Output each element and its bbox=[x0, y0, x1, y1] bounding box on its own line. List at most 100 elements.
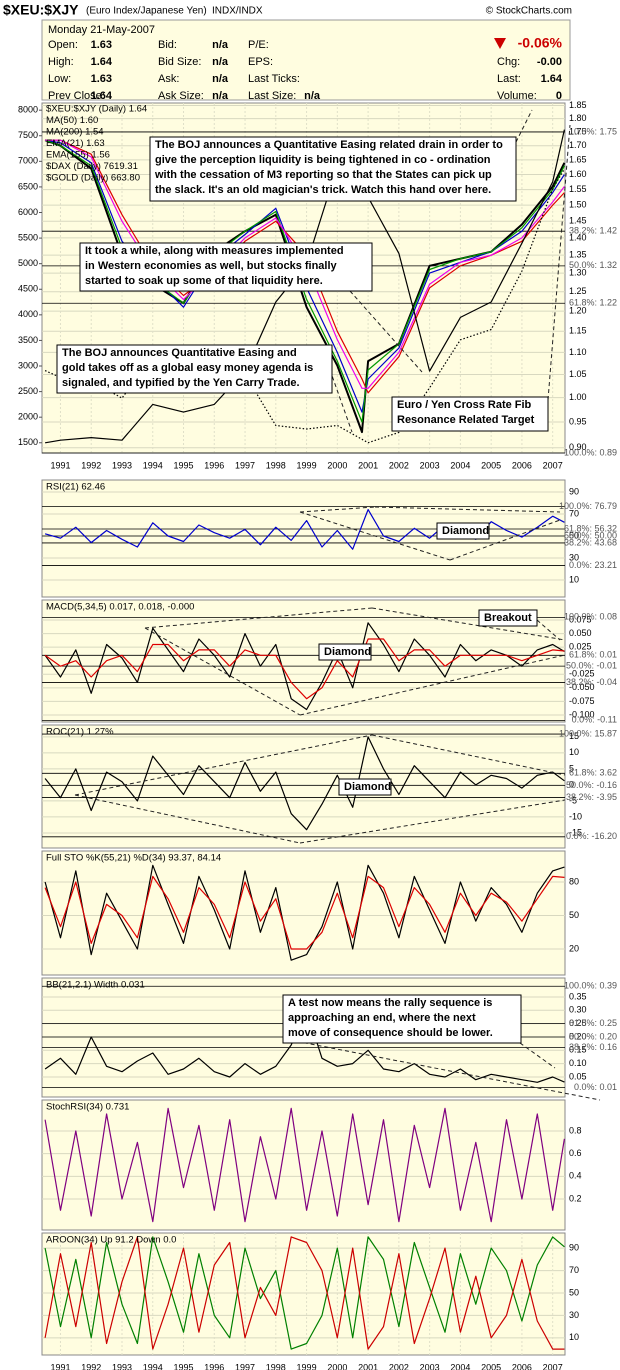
annotation-box bbox=[79, 242, 373, 292]
y2-tick-label: 3500 bbox=[18, 335, 38, 345]
y-tick-label: 70 bbox=[569, 1265, 579, 1275]
x-tick-label: 1998 bbox=[266, 1362, 286, 1370]
fib-label: 61.8%: 1.22 bbox=[569, 298, 617, 308]
y-tick-label: 0.25 bbox=[569, 1018, 587, 1028]
change: -0.06% bbox=[518, 35, 563, 51]
x-tick-label: 2000 bbox=[327, 460, 347, 470]
y-tick-label: 1.75 bbox=[569, 126, 587, 136]
y-tick-label: 0.95 bbox=[569, 416, 587, 426]
fib-label: 100.0%: 0.08 bbox=[564, 612, 617, 622]
panel-title: ROC(21) 1.27% bbox=[46, 727, 114, 738]
series-line bbox=[45, 129, 565, 444]
y-tick-label: 1.80 bbox=[569, 113, 587, 123]
fib-label: 61.8%: 0.25 bbox=[569, 1018, 617, 1028]
field-label: Ask Size: bbox=[158, 90, 204, 102]
annotation-text: approaching an end, where the next bbox=[288, 1012, 476, 1024]
annotation-text: with the cessation of M3 reporting so th… bbox=[154, 169, 492, 181]
series-line bbox=[44, 875, 565, 950]
fib-label: 50.0%: 1.32 bbox=[569, 260, 617, 270]
quote-value: 1.64 bbox=[541, 73, 563, 85]
trend-guide bbox=[144, 607, 373, 629]
y-tick-label: 0.90 bbox=[569, 442, 587, 452]
legend-entry: MA(50) 1.60 bbox=[46, 115, 98, 126]
x-tick-label: 1991 bbox=[50, 460, 70, 470]
legend-entry: $DAX (Daily) 7619.31 bbox=[46, 161, 138, 172]
y-tick-label: -10 bbox=[569, 811, 582, 821]
fib-label: 61.8%: 56.32 bbox=[564, 523, 617, 533]
y2-tick-label: 1500 bbox=[18, 437, 38, 447]
annotation-text: Diamond bbox=[442, 525, 489, 537]
field-label: Last Ticks: bbox=[248, 73, 300, 85]
field-value: n/a bbox=[212, 73, 229, 85]
panel-title: RSI(21) 62.46 bbox=[46, 482, 105, 493]
trend-guide bbox=[519, 1042, 556, 1069]
fib-label: 38.2%: -0.04 bbox=[566, 677, 617, 687]
field-label: Low: bbox=[48, 73, 71, 85]
quote-value: 0 bbox=[556, 90, 562, 102]
x-tick-label: 1999 bbox=[297, 1362, 317, 1370]
trend-guide bbox=[374, 506, 561, 513]
trend-guide bbox=[74, 734, 373, 796]
y-tick-label: 1.85 bbox=[569, 100, 587, 110]
trend-guide bbox=[299, 511, 451, 561]
x-tick-label: 1995 bbox=[174, 460, 194, 470]
x-tick-label: 2006 bbox=[512, 460, 532, 470]
field-label: Bid Size: bbox=[158, 56, 201, 68]
series-line bbox=[44, 1236, 565, 1350]
annotation-box bbox=[391, 396, 549, 432]
y-tick-label: 50 bbox=[569, 530, 579, 540]
annotation-text: started to soak up some of that liquidit… bbox=[85, 275, 323, 287]
field-label: P/E: bbox=[248, 39, 269, 51]
annotation-text: Euro / Yen Cross Rate Fib bbox=[397, 399, 532, 411]
field-value: n/a bbox=[212, 90, 229, 102]
y-tick-label: 1.40 bbox=[569, 232, 587, 242]
y-tick-label: 1.65 bbox=[569, 154, 587, 164]
legend-entry: $XEU:$XJY (Daily) 1.64 bbox=[46, 104, 147, 115]
fib-label: 38.2%: 1.42 bbox=[569, 226, 617, 236]
y-tick-label: 70 bbox=[569, 508, 579, 518]
panel-title: StochRSI(34) 0.731 bbox=[46, 1102, 129, 1113]
annotation-box bbox=[436, 522, 490, 540]
x-tick-label: 2000 bbox=[327, 1362, 347, 1370]
x-tick-label: 2003 bbox=[420, 460, 440, 470]
quote-label: Chg: bbox=[497, 56, 520, 68]
y-tick-label: 1.10 bbox=[569, 347, 587, 357]
field-value: 1.63 bbox=[91, 39, 112, 51]
y-tick-label: 1.35 bbox=[569, 250, 587, 260]
fib-label: 0.0%: -0.11 bbox=[572, 715, 617, 725]
series-line bbox=[44, 638, 565, 700]
x-tick-label: 1994 bbox=[143, 460, 163, 470]
y-tick-label: 90 bbox=[569, 486, 579, 496]
y-tick-label: 10 bbox=[569, 1332, 579, 1342]
series-line bbox=[44, 622, 565, 711]
x-tick-label: 1996 bbox=[204, 460, 224, 470]
annotation-text: The BOJ announces Quantitative Easing an… bbox=[62, 347, 297, 359]
trend-guide bbox=[547, 124, 571, 401]
field-value: 1.63 bbox=[91, 73, 112, 85]
quote-label: Volume: bbox=[497, 90, 537, 102]
fib-label: 50.0%: -0.01 bbox=[566, 661, 617, 671]
field-label: Last Size: bbox=[248, 90, 296, 102]
annotation-text: gold takes off as a global easy money ag… bbox=[62, 362, 313, 374]
fib-label: 0.0%: 0.01 bbox=[574, 1082, 617, 1092]
y2-tick-label: 6000 bbox=[18, 207, 38, 217]
y-tick-label: 15 bbox=[569, 731, 579, 741]
trend-guide bbox=[289, 1039, 601, 1101]
annotation-text: Diamond bbox=[324, 646, 371, 658]
x-tick-label: 1993 bbox=[112, 1362, 132, 1370]
trend-guide bbox=[144, 627, 301, 716]
x-tick-label: 1997 bbox=[235, 460, 255, 470]
annotation-text: It took a while, along with measures imp… bbox=[85, 245, 344, 257]
y2-tick-label: 5000 bbox=[18, 258, 38, 268]
y2-tick-label: 7500 bbox=[18, 130, 38, 140]
x-tick-label: 1995 bbox=[174, 1362, 194, 1370]
x-tick-label: 1992 bbox=[81, 460, 101, 470]
header-box bbox=[41, 19, 571, 101]
y-tick-label: 0.6 bbox=[569, 1148, 582, 1158]
legend-entry: MA(200) 1.54 bbox=[46, 127, 104, 138]
trend-guide bbox=[329, 369, 353, 433]
fib-label: 61.8%: 0.01 bbox=[569, 650, 617, 660]
y2-tick-label: 2500 bbox=[18, 386, 38, 396]
x-tick-label: 2004 bbox=[450, 460, 470, 470]
